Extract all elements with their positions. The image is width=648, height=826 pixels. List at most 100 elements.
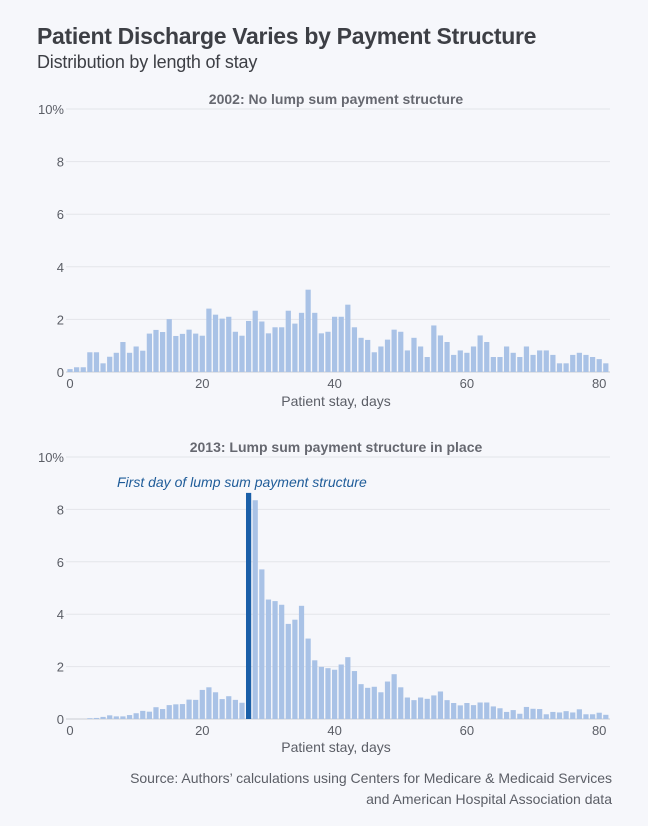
bar-day-74 — [556, 712, 563, 719]
bar-day-12 — [146, 711, 152, 719]
x-tick-label: 0 — [66, 723, 73, 738]
bar-day-17 — [179, 333, 186, 372]
panel-2002: 2002: No lump sum payment structure Pati… — [38, 91, 610, 409]
bar-day-42 — [345, 657, 351, 719]
bar-day-32 — [279, 604, 285, 719]
bar-day-24 — [226, 316, 232, 372]
bar-day-35 — [298, 605, 305, 719]
bar-day-55 — [431, 325, 437, 372]
bar-day-65 — [497, 708, 503, 719]
bar-day-48 — [384, 339, 391, 372]
bar-day-34 — [292, 323, 298, 372]
bar-day-61 — [470, 346, 477, 372]
bar-day-71 — [537, 709, 543, 719]
bar-day-41 — [338, 664, 344, 719]
x-tick-label: 80 — [592, 376, 606, 391]
bar-day-18 — [186, 699, 192, 719]
bar-day-8 — [120, 716, 126, 719]
bar-day-19 — [193, 333, 199, 372]
bar-day-38 — [318, 666, 324, 719]
bar-day-33 — [285, 310, 291, 372]
bar-day-39 — [325, 331, 331, 372]
bar-day-17 — [179, 704, 186, 719]
bar-day-24 — [226, 696, 232, 719]
bar-day-79 — [589, 357, 596, 372]
bar-day-25 — [232, 699, 238, 719]
bar-day-52 — [411, 337, 417, 372]
bar-day-79 — [589, 714, 596, 719]
bar-day-54 — [424, 698, 430, 719]
bar-day-53 — [417, 346, 424, 372]
chart-title: Patient Discharge Varies by Payment Stru… — [37, 23, 537, 49]
y-tick-label: 6 — [57, 207, 64, 222]
bar-day-59 — [457, 705, 463, 719]
bar-day-6 — [107, 715, 113, 719]
bar-day-78 — [583, 354, 589, 372]
bar-day-13 — [153, 329, 159, 372]
bar-day-16 — [173, 335, 179, 372]
bar-day-14 — [160, 332, 166, 372]
bar-day-60 — [464, 703, 470, 719]
bar-day-53 — [417, 697, 424, 719]
bar-day-43 — [351, 327, 358, 372]
bar-day-14 — [160, 709, 166, 719]
bar-day-37 — [312, 312, 318, 372]
y-tick-label: 2 — [57, 312, 64, 327]
bar-day-58 — [451, 703, 457, 719]
bar-day-61 — [470, 705, 477, 719]
bar-day-57 — [444, 342, 450, 372]
bar-day-27 — [245, 320, 252, 372]
bar-day-3 — [87, 352, 93, 372]
bar-day-49 — [391, 329, 397, 372]
bar-day-81 — [603, 714, 609, 719]
bar-day-39 — [325, 668, 331, 719]
bar-day-71 — [537, 350, 543, 372]
bar-day-70 — [530, 354, 536, 372]
chart-subtitle: Distribution by length of stay — [37, 52, 258, 72]
bar-day-47 — [378, 692, 384, 719]
bar-day-76 — [570, 354, 576, 372]
y-tick-label: 6 — [57, 555, 64, 570]
bar-day-75 — [563, 363, 569, 372]
annotation-label: First day of lump sum payment structure — [117, 474, 367, 490]
bar-day-2 — [80, 367, 86, 372]
bar-day-22 — [212, 692, 219, 719]
bar-day-81 — [603, 363, 609, 372]
bar-day-11 — [140, 710, 146, 719]
bar-day-57 — [444, 700, 450, 719]
x-tick-label: 20 — [195, 723, 209, 738]
highlight-bar-day-27 — [245, 492, 252, 719]
y-tick-label: 2 — [57, 660, 64, 675]
bar-day-73 — [550, 354, 556, 372]
bar-day-52 — [411, 700, 417, 719]
y-tick-label: 10% — [38, 102, 64, 117]
source-line-1: Source: Authors’ calculations using Cent… — [130, 770, 612, 786]
bar-day-40 — [331, 316, 338, 372]
x-tick-label: 40 — [327, 723, 341, 738]
bar-day-22 — [212, 314, 219, 372]
bar-day-20 — [199, 689, 205, 719]
bar-day-65 — [497, 357, 503, 372]
source-line-2: and American Hospital Association data — [366, 791, 612, 807]
bar-day-0 — [67, 369, 73, 372]
bar-day-48 — [384, 681, 391, 719]
bar-day-55 — [431, 695, 437, 719]
bar-day-15 — [166, 319, 172, 372]
bar-day-76 — [570, 712, 576, 719]
y-tick-label: 10% — [38, 450, 64, 465]
bar-day-10 — [133, 713, 139, 719]
y-tick-label: 4 — [57, 260, 64, 275]
bar-day-68 — [517, 357, 523, 372]
y-tick-label: 0 — [57, 712, 64, 727]
bar-day-28 — [252, 310, 258, 372]
panel-title: 2013: Lump sum payment structure in plac… — [190, 439, 483, 455]
bar-day-25 — [232, 331, 238, 372]
bar-day-7 — [113, 716, 119, 719]
bar-day-51 — [404, 350, 410, 372]
bar-day-69 — [523, 706, 530, 719]
bar-day-6 — [107, 356, 113, 372]
x-axis-label: Patient stay, days — [281, 393, 390, 409]
bar-day-62 — [477, 702, 483, 719]
bar-day-44 — [358, 337, 364, 372]
bar-day-21 — [206, 687, 212, 719]
